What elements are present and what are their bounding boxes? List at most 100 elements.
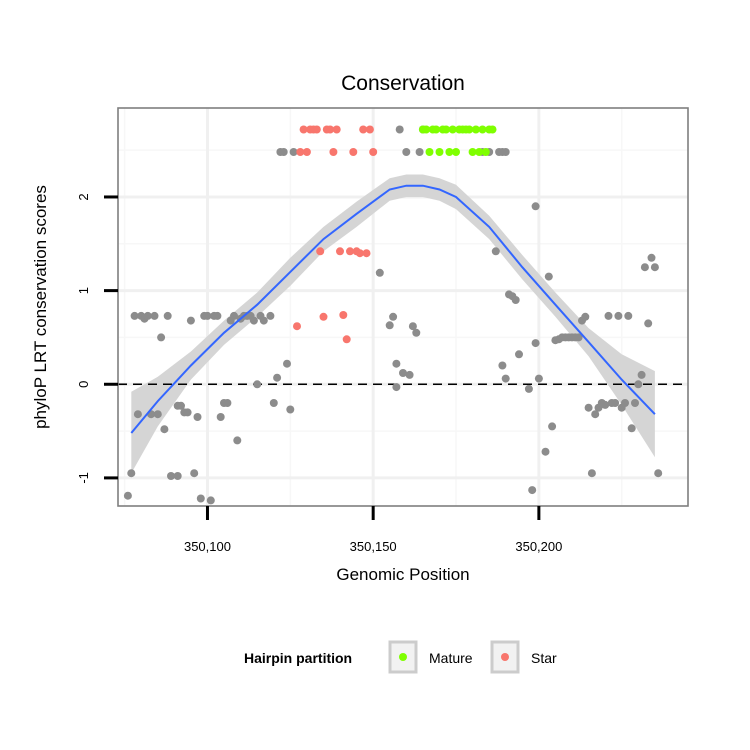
data-point-mature [481, 148, 490, 156]
data-point-other [127, 469, 136, 478]
data-point-other [392, 383, 401, 392]
data-point-other [591, 410, 600, 419]
data-point-other [654, 469, 663, 478]
data-point-other [647, 253, 656, 262]
data-point-mature [432, 125, 441, 134]
data-point-other [574, 333, 583, 342]
data-point-other [253, 380, 262, 389]
data-point-other [548, 422, 557, 431]
y-tick-label: 0 [76, 381, 91, 388]
data-point-star [369, 148, 378, 156]
data-point-star [312, 125, 321, 134]
data-point-other [283, 359, 291, 368]
data-point-star [362, 249, 371, 258]
data-point-other [524, 384, 533, 393]
data-point-other [534, 374, 543, 383]
data-point-other [167, 472, 175, 480]
data-point-other [634, 380, 643, 389]
data-point-other [273, 373, 282, 382]
y-tick-label: 2 [76, 193, 91, 200]
data-point-other [531, 202, 540, 211]
data-point-mature [468, 148, 477, 156]
data-point-star [349, 148, 358, 156]
legend-title: Hairpin partition [244, 650, 352, 666]
data-point-other [415, 148, 424, 156]
plot-border [117, 107, 689, 507]
data-point-other [584, 403, 593, 412]
data-point-other [190, 469, 199, 478]
data-point-other [133, 410, 142, 419]
chart-title: Conservation [341, 72, 465, 95]
data-point-other [412, 328, 421, 337]
data-point-mature [445, 148, 454, 156]
data-point-star [332, 125, 341, 134]
data-point-other [289, 148, 298, 156]
data-point-other [631, 399, 639, 407]
data-point-other [213, 311, 222, 320]
data-point-star [365, 125, 374, 134]
data-point-mature [478, 125, 487, 134]
y-tick-label: 1 [76, 287, 91, 294]
data-point-star [359, 125, 368, 134]
data-point-mature [435, 148, 444, 156]
data-point-other [123, 491, 132, 500]
smooth-line-layer [130, 184, 656, 434]
x-axis-label: Genomic Position [336, 565, 469, 584]
data-point-other [637, 370, 646, 379]
data-point-star [326, 125, 335, 134]
data-point-other [587, 469, 596, 478]
data-point-star [346, 247, 354, 256]
data-point-mature [448, 125, 457, 134]
data-point-star [339, 311, 348, 319]
data-point-other [177, 401, 185, 410]
data-point-mature [425, 148, 434, 156]
data-point-other [405, 370, 414, 379]
data-point-other [627, 424, 636, 433]
data-point-other [501, 374, 510, 383]
data-point-other [624, 311, 633, 320]
data-point-other [150, 311, 159, 320]
data-point-other [266, 311, 275, 320]
data-point-other [183, 408, 192, 417]
data-point-other [498, 361, 507, 370]
legend-key-star [490, 640, 520, 674]
data-point-mature [442, 125, 451, 134]
data-point-mature [452, 148, 460, 156]
data-point-other [544, 272, 553, 281]
smooth-line [130, 184, 656, 434]
data-point-star [293, 322, 301, 331]
data-point-mature [471, 125, 480, 134]
data-point-other [402, 148, 411, 156]
data-point-other [640, 263, 649, 272]
data-point-mature [422, 125, 431, 134]
data-point-other [581, 312, 590, 321]
data-point-other [230, 311, 238, 320]
legend-mature-label: Mature [429, 650, 473, 666]
data-point-other [153, 410, 162, 419]
data-point-other [611, 399, 620, 407]
y-axis-label: phyloP LRT conservation scores [31, 185, 50, 429]
data-point-other [395, 125, 404, 134]
data-point-other [223, 399, 232, 407]
legend: Hairpin partition Mature Star [244, 640, 557, 674]
axes: 350,100 350,150 350,200 -1 0 1 2 [76, 193, 562, 554]
data-point-other [163, 311, 172, 320]
data-point-other [531, 339, 540, 348]
data-point-mature [488, 125, 497, 134]
data-point-other [614, 311, 623, 320]
data-point-other [399, 369, 407, 377]
data-point-other [173, 472, 182, 480]
data-point-star [316, 247, 325, 256]
data-point-mature [475, 148, 484, 156]
data-point-star [355, 249, 364, 258]
data-point-other [249, 316, 258, 325]
data-point-other [160, 425, 169, 434]
data-point-other [650, 263, 659, 272]
x-tick-label: 350,100 [184, 539, 231, 554]
data-point-other [375, 268, 384, 277]
data-point-star [296, 148, 305, 156]
data-point-other [130, 311, 139, 320]
data-point-other [528, 486, 537, 495]
legend-star-dot [501, 653, 509, 661]
